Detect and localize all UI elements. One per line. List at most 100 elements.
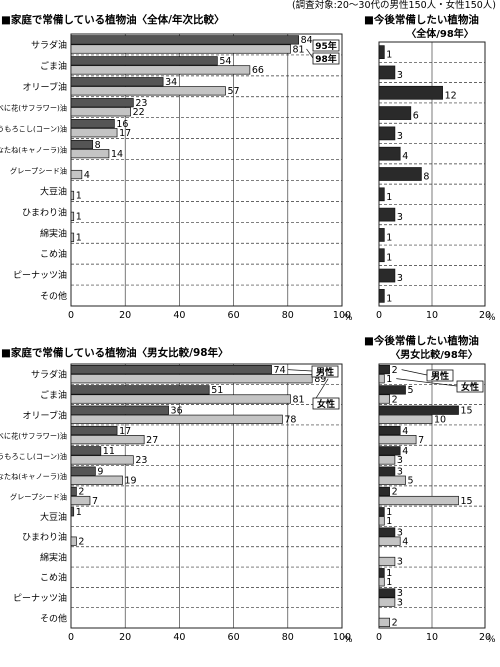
data-label: 36 [171,405,183,416]
category-label: なたね(キャノーラ)油 [0,146,67,155]
bar [378,466,396,476]
data-label: 1 [76,507,82,518]
category-label: とうもろこし(コーン)油 [0,125,67,134]
x-tick-label: 80 [282,632,294,643]
legend-label: 95年 [315,40,337,52]
data-label: 4 [402,446,408,457]
chart0-plot: 0 20 40 60 80 100% サラダ油ごま油オリーブ油べに花(サフラワー)油とうもろ… [0,33,353,323]
data-label: 2 [78,536,84,547]
data-label: 15 [461,405,473,416]
bar [70,232,75,242]
bar [70,44,291,54]
data-label: 3 [397,597,403,608]
bar [378,414,433,424]
bar [378,126,396,141]
category-label: ごま油 [40,389,67,401]
category-label: オリーブ油 [23,409,67,421]
data-label: 3 [397,455,403,466]
legend-box [312,52,340,65]
bar [378,268,396,283]
category-label: オリーブ油 [23,81,67,93]
bar [378,577,385,587]
legend-label: 98年 [315,53,337,65]
category-label: 綿実油 [40,551,67,563]
bar [378,536,401,546]
x-tick-label: 10 [426,310,438,321]
bar [378,405,459,415]
x-tick-label: 40 [173,632,185,643]
data-label: 4 [402,426,408,437]
x-tick-label: 0 [68,632,74,643]
bar [378,527,396,537]
data-label: 2 [392,365,398,376]
category-label: その他 [40,612,67,624]
plot-frame [70,33,343,307]
category-label: ひまわり油 [22,531,67,543]
bar [378,495,459,506]
bar [70,77,164,87]
chart1-subtitle: 〈全体/98年〉 [406,27,474,40]
data-label: 3 [397,70,403,81]
category-label: 綿実油 [40,227,67,239]
legend-box [456,380,484,393]
bar [378,425,401,436]
legend-box [426,369,454,382]
data-label: 1 [386,577,392,588]
bar [70,385,210,395]
data-label: 4 [402,151,408,162]
category-label: 大豆油 [40,511,67,523]
bar [378,365,390,375]
bar [70,35,299,45]
bar [70,374,313,384]
data-label: 2 [78,487,84,498]
data-label: 11 [103,446,115,457]
legend-box [312,39,340,52]
data-label: 17 [119,426,131,437]
data-label: 81 [293,394,305,405]
bar [378,288,385,303]
legend-leader [401,369,428,376]
bar [70,446,102,456]
bar [70,365,272,375]
bar [378,228,385,242]
bar [70,435,145,445]
data-label: 1 [386,293,392,304]
bar [378,85,443,100]
bar [378,207,396,222]
data-label: 22 [133,107,145,118]
data-label: 3 [397,131,403,142]
data-label: 5 [408,385,414,396]
bar [70,190,75,201]
survey-note: (調査対象:20～30代の男性150人・女性150人) [292,0,496,11]
data-label: 89 [314,374,326,385]
bar [378,167,422,181]
legend-label: 男性 [431,370,449,382]
legend-leader [306,48,314,59]
category-label: こめ油 [40,248,67,260]
bar [70,65,251,75]
x-tick-label: 10 [426,632,438,643]
data-label: 3 [397,273,403,284]
data-label: 15 [461,496,473,507]
data-label: 78 [284,415,296,426]
bar [378,486,390,497]
data-label: 23 [135,98,147,109]
category-label: グレープシード油 [10,167,67,176]
legend-label: 女性 [461,381,479,393]
bar [378,446,401,456]
data-label: 19 [124,475,136,486]
legend-label: 男性 [316,366,334,378]
x-tick-label: 60 [228,632,240,643]
chart3-subtitle: 〈男女比較/98年〉 [390,348,478,361]
bar [70,149,110,159]
data-label: 1 [386,192,392,203]
x-tick-label: 20 [119,632,131,643]
data-label: 1 [386,507,392,518]
data-label: 17 [119,128,131,139]
category-label: ひまわり油 [22,206,67,218]
chart1-title: ■今後常備したい植物油 [364,13,479,26]
chart2-title: ■家庭で常備している植物油〈男女比較/98年〉 [1,346,229,359]
bar [70,119,115,129]
